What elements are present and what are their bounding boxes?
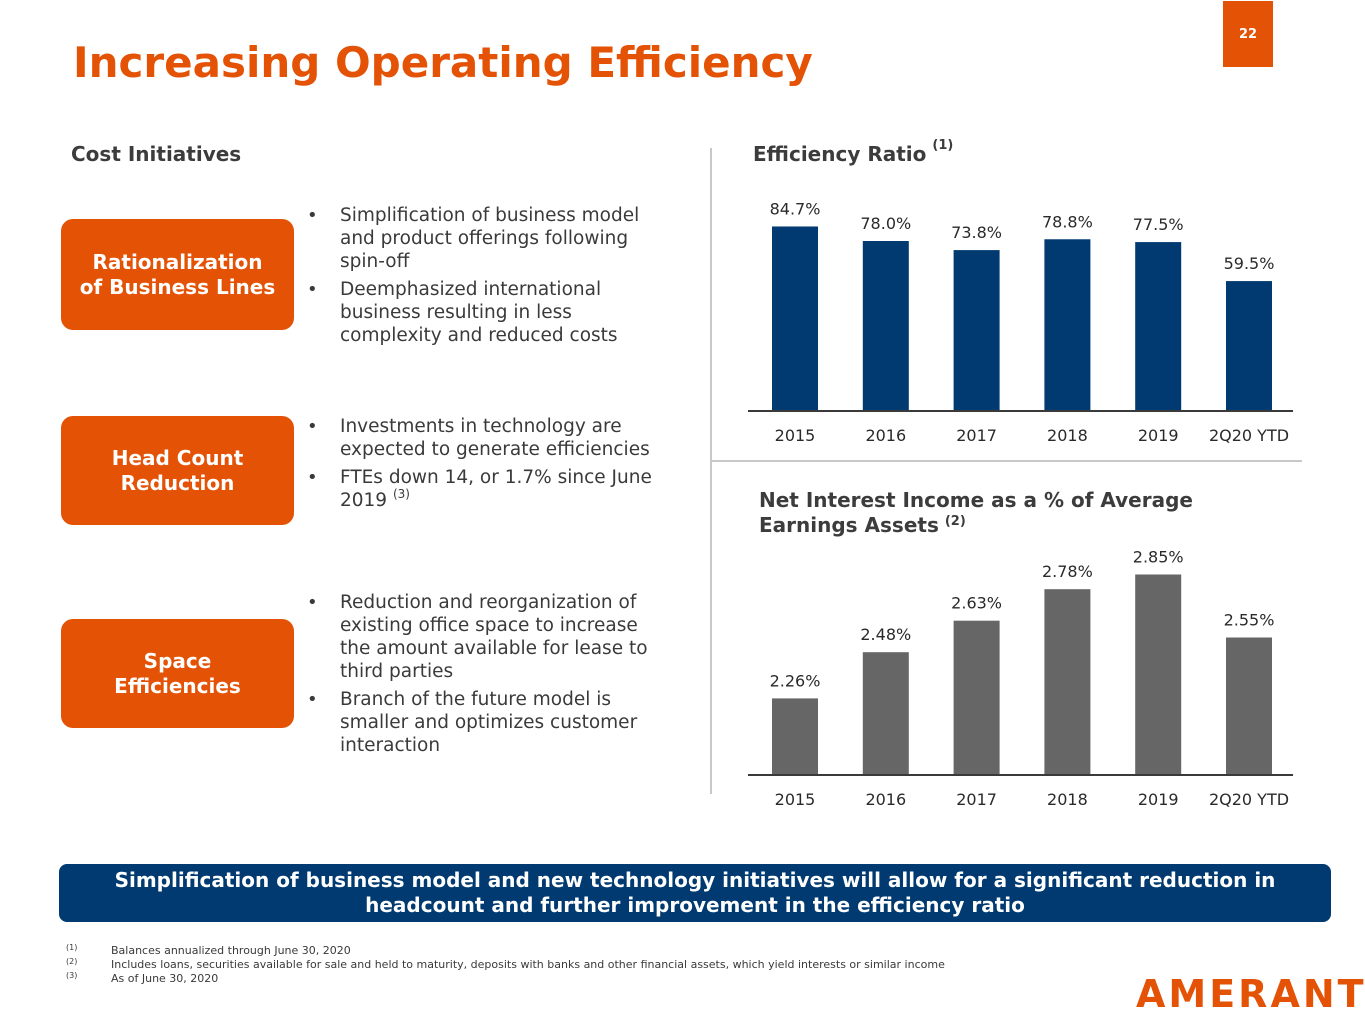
bullet-item: Deemphasized international business resu… [307,278,672,347]
x-tick-label: 2Q20 YTD [1209,790,1289,809]
initiative-label-space: Space Efficiencies [61,619,294,728]
initiative-bullets-space: Reduction and reorganization of existing… [307,591,672,762]
column-divider [710,148,712,794]
amerant-logo: AMERANT [1136,972,1365,1016]
page-title: Increasing Operating Efficiency [73,38,813,87]
chart-title-line1: Net Interest Income as a % of Average [759,488,1193,512]
bullet-item: Investments in technology are expected t… [307,415,682,461]
bullet-text: Deemphasized international business resu… [340,279,618,346]
x-tick-label: 2Q20 YTD [1209,426,1289,445]
footnote-text: As of June 30, 2020 [111,972,219,985]
x-tick-label: 2019 [1138,790,1179,809]
data-label: 78.8% [1042,212,1093,231]
initiative-bullets-head-count: Investments in technology are expected t… [307,415,682,517]
bar [953,250,1000,410]
bar [953,620,1000,774]
bullet-text: Reduction and reorganization of existing… [340,592,648,682]
bullet-text: Investments in technology are expected t… [340,416,650,460]
data-label: 2.26% [770,671,821,690]
bullet-item: Branch of the future model is smaller an… [307,688,672,757]
x-tick-label: 2015 [775,426,816,445]
footnote-ref-3: (3) [392,487,410,501]
bullet-text: FTEs down 14, or 1.7% since June 2019 [340,467,652,511]
bar [862,241,909,410]
conclusion-banner: Simplification of business model and new… [59,864,1331,922]
data-label: 73.8% [951,223,1002,242]
initiative-label-rationalization: Rationalization of Business Lines [61,219,294,330]
initiative-label-line2: Efficiencies [114,673,241,698]
footnote-mark: (1) [66,943,78,952]
chart-title-text: Efficiency Ratio [753,142,927,166]
bar [1135,574,1182,774]
efficiency-ratio-chart: 84.7% 2015 78.0% 2016 73.8% 2017 78.8% 2018 77.5… [748,199,1293,445]
bar [1135,242,1182,410]
page-number: 22 [1223,1,1273,67]
bar [1044,239,1091,410]
initiative-label-line1: Space [143,648,212,673]
data-label: 78.0% [860,214,911,233]
data-label: 59.5% [1224,254,1275,273]
x-tick-label: 2016 [865,426,906,445]
data-label: 2.48% [860,625,911,644]
chart-divider [712,460,1302,462]
x-tick-label: 2018 [1047,426,1088,445]
data-label: 2.55% [1224,611,1275,630]
x-tick-label: 2017 [956,426,997,445]
bar [862,652,909,774]
banner-text: Simplification of business model and new… [114,868,1276,917]
data-label: 2.78% [1042,562,1093,581]
x-tick-label: 2017 [956,790,997,809]
footnote-ref-1: (1) [932,138,954,153]
x-tick-label: 2018 [1047,790,1088,809]
bar [1226,637,1272,774]
nii-chart-title: Net Interest Income as a % of Average Ea… [759,488,1193,538]
bullet-item: Simplification of business model and pro… [307,204,672,273]
bar [772,698,818,774]
bullet-item: Reduction and reorganization of existing… [307,591,672,683]
initiative-label-head-count: Head Count Reduction [61,416,294,525]
data-label: 77.5% [1133,215,1184,234]
x-tick-label: 2019 [1138,426,1179,445]
bar [1044,589,1091,774]
footnote-mark: (2) [66,957,78,966]
initiative-label-line2: of Business Lines [79,274,276,299]
footnote-mark: (3) [66,971,78,980]
footnote-text: Balances annualized through June 30, 202… [111,944,351,957]
footnote-text: Includes loans, securities available for… [111,958,945,971]
cost-initiatives-heading: Cost Initiatives [71,142,242,166]
efficiency-ratio-title: Efficiency Ratio (1) [753,138,953,166]
data-label: 2.63% [951,594,1002,613]
bar [1226,281,1272,410]
data-label: 2.85% [1133,548,1184,567]
x-tick-label: 2015 [775,790,816,809]
x-tick-label: 2016 [865,790,906,809]
bullet-text: Branch of the future model is smaller an… [340,689,638,756]
footnote-ref-2: (2) [944,514,966,529]
initiative-label-line1: Head Count [111,445,244,470]
bullet-text: Simplification of business model and pro… [340,205,640,272]
initiative-label-line1: Rationalization [92,249,263,274]
initiative-bullets-rationalization: Simplification of business model and pro… [307,204,672,352]
bullet-item: FTEs down 14, or 1.7% since June 2019 (3… [307,466,682,512]
nii-chart: 2.26% 2015 2.48% 2016 2.63% 2017 2.78% 2018 2.85… [748,548,1293,809]
chart-title-line2: Earnings Assets [759,513,939,537]
bar [772,226,818,410]
initiative-label-line2: Reduction [120,470,235,495]
data-label: 84.7% [770,199,821,218]
